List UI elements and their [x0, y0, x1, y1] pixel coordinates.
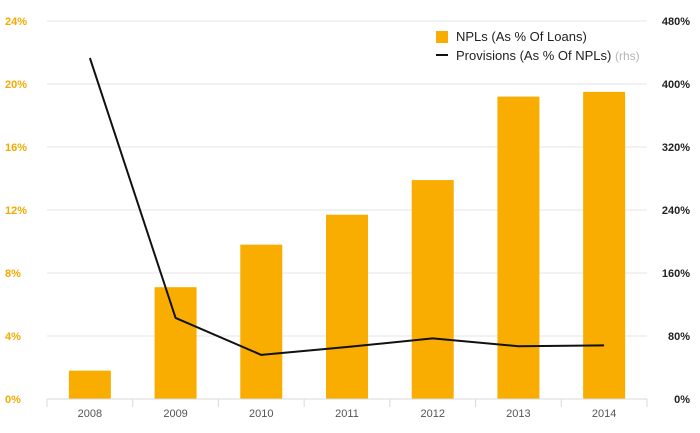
right-tick-label: 240% [662, 205, 690, 217]
x-tick-label: 2011 [335, 408, 359, 420]
bar-2013 [497, 96, 540, 399]
left-tick-label: 24% [5, 16, 27, 28]
left-tick-label: 8% [5, 268, 21, 280]
line-series-provisions [88, 57, 605, 356]
right-tick-label: 0% [674, 394, 690, 406]
x-tick-label: 2009 [163, 408, 187, 420]
left-tick-label: 0% [5, 394, 21, 406]
right-tick-label: 480% [662, 16, 690, 28]
right-tick-label: 400% [662, 79, 690, 91]
left-tick-label: 20% [5, 79, 27, 91]
legend-label-npls: NPLs (As % Of Loans) [456, 29, 587, 44]
right-y-axis: 0% 80% 160% 240% 320% 400% 480% [662, 16, 690, 406]
legend-rhs-note: (rhs) [615, 49, 640, 63]
right-tick-label: 160% [662, 268, 690, 280]
bar-2012 [411, 180, 454, 399]
left-tick-label: 4% [5, 331, 21, 343]
x-tick-label: 2012 [420, 408, 444, 420]
x-tick-label: 2013 [506, 408, 530, 420]
bar-2008 [68, 370, 111, 399]
x-tick-label: 2008 [78, 408, 102, 420]
x-tick-label: 2014 [592, 408, 616, 420]
left-tick-label: 16% [5, 142, 27, 154]
bar-series-npls [68, 91, 626, 399]
gridlines [47, 20, 647, 337]
x-axis: 2008 2009 2010 2011 2012 2013 2014 [46, 398, 648, 420]
bar-2011 [326, 214, 368, 399]
right-tick-label: 320% [662, 142, 690, 154]
legend: NPLs (As % Of Loans) Provisions (As % Of… [436, 29, 640, 63]
bar-2014 [583, 91, 626, 399]
bar-2010 [240, 244, 283, 399]
x-tick-label: 2010 [249, 408, 273, 420]
left-y-axis: 0% 4% 8% 12% 16% 20% 24% [5, 16, 27, 406]
right-tick-label: 80% [668, 331, 690, 343]
bar-2009 [154, 287, 197, 399]
provisions-line [88, 57, 605, 356]
left-tick-label: 12% [5, 205, 27, 217]
legend-swatch-npls [436, 31, 448, 43]
legend-label-provisions: Provisions (As % Of NPLs) (rhs) [456, 48, 640, 63]
